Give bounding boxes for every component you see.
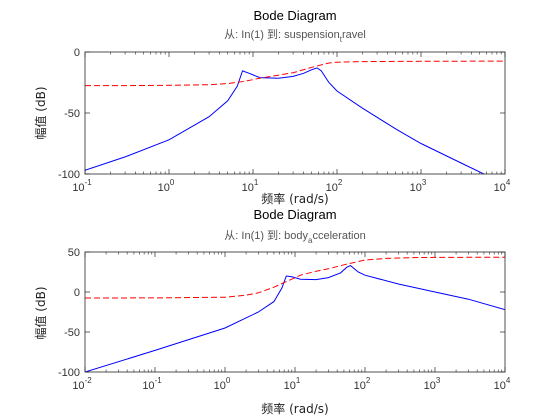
x-tick-label: 102: [354, 376, 371, 392]
y-tick-label: 0: [74, 47, 80, 59]
series-line-solid: [85, 265, 505, 372]
y-axis-label: 幅值 (dB): [33, 286, 48, 339]
x-tick-label: 100: [158, 178, 175, 194]
x-tick-label: 103: [410, 178, 427, 194]
x-axis-label: 频率 (rad/s): [261, 191, 328, 206]
series-line-solid: [85, 67, 486, 174]
plot-area-frame: [84, 51, 506, 175]
chart-subtitle: 从: In(1) 到: suspensiontravel: [224, 28, 366, 44]
x-tick-label: 10-1: [72, 178, 92, 194]
y-tick-label: 0: [74, 287, 80, 299]
x-tick-label: 102: [326, 178, 343, 194]
chart-title: Bode Diagram: [253, 207, 336, 222]
x-tick-label: 101: [284, 376, 301, 392]
axis-ticks: 10-1 100 101 102 103 104 0 -50 -100: [58, 47, 511, 194]
series-line-dashed: [85, 60, 505, 87]
series-line-dashed: [85, 256, 505, 299]
x-tick-label: 101: [242, 178, 259, 194]
y-axis-label: 幅值 (dB): [33, 86, 48, 139]
y-tick-label: -50: [64, 108, 80, 120]
y-tick-label: 50: [68, 247, 80, 259]
plot-area-frame: [84, 251, 506, 373]
chart-title: Bode Diagram: [253, 8, 336, 23]
x-tick-label: 104: [494, 376, 511, 392]
x-tick-label: 104: [494, 178, 511, 194]
x-axis-label: 频率 (rad/s): [261, 401, 328, 416]
x-tick-label: 10-1: [142, 376, 162, 392]
subplot-body-acceleration: Bode Diagram 从: In(1) 到: bodyacceleratio…: [33, 207, 511, 416]
subplot-suspension-travel: Bode Diagram 从: In(1) 到: suspensiontrave…: [33, 8, 511, 206]
plot-lines: [85, 60, 505, 174]
x-tick-label: 103: [424, 376, 441, 392]
y-tick-label: -50: [64, 327, 80, 339]
y-tick-label: -100: [58, 367, 80, 379]
x-tick-label: 10-2: [72, 376, 92, 392]
chart-subtitle: 从: In(1) 到: bodyacceleration: [224, 229, 365, 245]
y-tick-label: -100: [58, 169, 80, 181]
x-tick-label: 100: [214, 376, 231, 392]
axis-ticks: 10-2 10-1 100 101 102 103 104 50 0 -50 -100: [58, 247, 511, 392]
plot-lines: [85, 256, 505, 372]
